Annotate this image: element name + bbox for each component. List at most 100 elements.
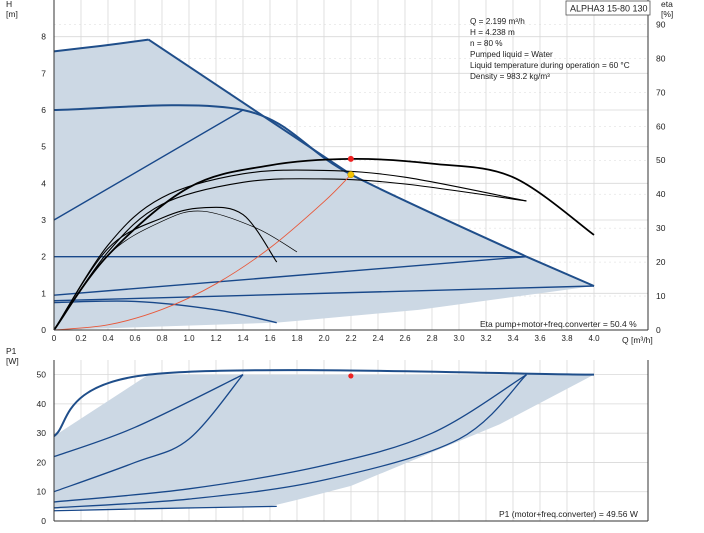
eta-tick-label: 30 [656,223,666,233]
power-annotation: P1 (motor+freq.converter) = 49.56 W [499,509,638,519]
power-curve-4 [53,374,527,509]
flow-tick-label: 0 [52,334,57,343]
head-curve-3 [53,255,527,296]
power-tick-label: 0 [41,516,46,526]
flow-tick-label: 0.8 [156,334,168,343]
duty-info-block: Q = 2.199 m³/h H = 4.238 m n = 80 % Pump… [470,17,630,81]
head-tick-label: 0 [41,325,46,335]
head-envelope [54,39,594,330]
eta-tick-label: 60 [656,121,666,131]
flow-tick-label: 3.0 [453,334,465,343]
head-tick-label: 7 [41,68,46,78]
eta-duty-point [347,155,354,162]
system-curve [53,174,352,331]
head-tick-label: 1 [41,288,46,298]
power-curve-2 [53,374,244,493]
head-curve-0 [53,104,527,258]
head-tick-label: 3 [41,215,46,225]
info-line-density: Density = 983.2 kg/m³ [470,72,550,81]
flow-tick-label: 2.0 [318,334,330,343]
flow-tick-label: 3.8 [561,334,573,343]
flow-tick-label: 0.6 [129,334,141,343]
eta-annotation: Eta pump+motor+freq.converter = 50.4 % [480,319,637,329]
flow-tick-label: 1.6 [264,334,276,343]
head-axis-unit: [m] [6,9,18,19]
flow-tick-label: 3.2 [480,334,492,343]
info-line-liquid: Pumped liquid = Water [470,50,553,59]
flow-tick-label: 1.8 [291,334,303,343]
flow-tick-label: 4.0 [588,334,600,343]
power-duty-point [348,373,354,379]
eta-tick-label: 40 [656,189,666,199]
head-duty-point [347,171,355,179]
power-tick-label: 40 [37,399,47,409]
head-tick-label: 6 [41,105,46,115]
power-axis-unit: [W] [6,356,19,366]
flow-tick-label: 0.4 [102,334,114,343]
flow-tick-label: 0.2 [75,334,87,343]
flow-tick-label: 1.0 [183,334,195,343]
head-envelope-area [54,39,594,330]
power-tick-label: 30 [37,428,47,438]
power-axis-label: P1 [6,346,17,356]
eta-curve-0 [53,157,595,331]
flow-tick-label: 2.2 [345,334,357,343]
eta-axis-unit: [%] [661,9,673,19]
power-tick-label: 50 [37,370,47,380]
head-curves [53,38,595,324]
head-tick-label: 2 [41,252,46,262]
power-curve-5 [53,505,277,512]
flow-tick-label: 3.4 [507,334,519,343]
power-envelope [54,374,594,510]
duty-point-markers [347,155,355,379]
eta-axis-label: eta [661,0,673,9]
head-max-curve-segment [147,38,352,176]
head-max-curve-tail [526,255,595,287]
power-curve-1 [53,374,244,458]
head-max-curve [53,38,149,53]
flow-tick-label: 1.4 [237,334,249,343]
info-line-q: Q = 2.199 m³/h [470,17,525,26]
head-curve-1 [53,109,244,221]
flow-tick-label: 2.4 [372,334,384,343]
head-tick-label: 8 [41,32,46,42]
head-curve-5 [53,285,595,302]
info-line-temperature: Liquid temperature during operation = 60… [470,61,630,70]
flow-tick-label: 2.8 [426,334,438,343]
power-curve-3 [53,374,527,503]
power-tick-label: 20 [37,457,47,467]
flow-tick-label: 2.6 [399,334,411,343]
head-curve-4 [53,300,277,324]
eta-curve-1 [53,169,527,331]
info-line-h: H = 4.238 m [470,28,515,37]
eta-curve-2 [53,178,527,331]
eta-curve-3 [53,206,278,331]
title-box-text: ALPHA3 15-80 130 [570,4,648,14]
eta-tick-label: 50 [656,155,666,165]
head-axis-label: H [6,0,12,9]
power-curves [53,369,595,512]
power-chart-axes: 0 10 20 30 40 50 [37,360,649,526]
head-tick-label: 4 [41,178,46,188]
power-tick-label: 10 [37,487,47,497]
flow-axis-label: Q [m³/h] [622,335,653,345]
info-line-n: n = 80 % [470,39,503,48]
power-envelope-area [54,374,594,510]
eta-tick-label: 0 [656,325,661,335]
system-curve-line [53,174,352,331]
eta-tick-label: 80 [656,53,666,63]
power-curve-0 [53,369,595,437]
eta-tick-label: 90 [656,19,666,29]
flow-tick-label: 1.2 [210,334,222,343]
title-box-frame [565,0,651,16]
eta-tick-label: 70 [656,87,666,97]
head-tick-label: 5 [41,142,46,152]
eta-tick-label: 10 [656,291,666,301]
flow-tick-label: 3.6 [534,334,546,343]
eta-curves [53,157,595,331]
eta-tick-label: 20 [656,257,666,267]
eta-curve-4 [53,210,298,331]
